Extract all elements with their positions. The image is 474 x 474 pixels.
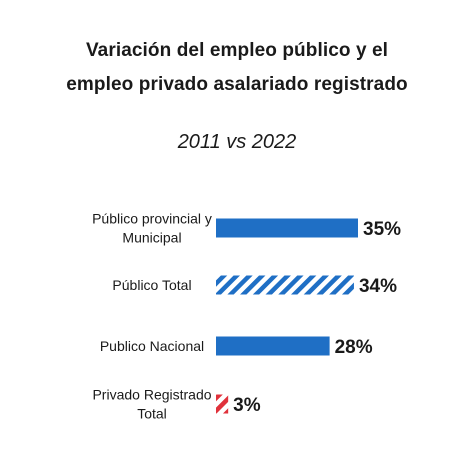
category-label-3: Privado Registrado Total (92, 387, 211, 422)
category-label-0: Público provincial y Municipal (92, 211, 212, 246)
bar-3 (216, 394, 229, 414)
chart-title-line-2: empleo privado asalariado registrado (66, 74, 408, 95)
value-label-3: 3% (233, 395, 261, 416)
bar-2 (216, 336, 330, 356)
chart-title-line-1: Variación del empleo público y el (85, 40, 389, 61)
bar-0 (216, 218, 358, 238)
value-label-0: 35% (363, 219, 401, 240)
value-label-2: 28% (335, 337, 373, 358)
category-label-2: Publico Nacional (100, 338, 204, 354)
chart-title: Variación del empleo público y el empleo… (0, 34, 474, 102)
chart-subtitle: 2011 vs 2022 (177, 131, 297, 153)
bar-1 (216, 275, 354, 295)
value-label-1: 34% (359, 276, 397, 297)
category-label-1: Público Total (112, 277, 191, 293)
